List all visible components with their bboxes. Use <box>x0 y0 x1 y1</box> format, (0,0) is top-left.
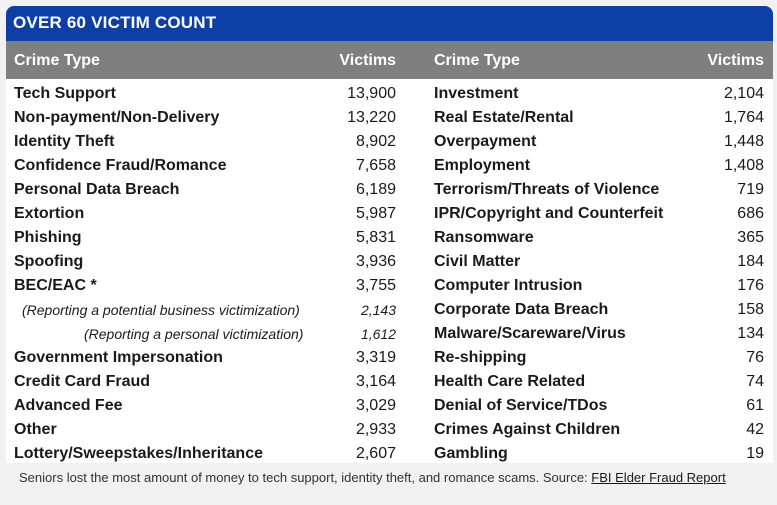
crime-type-left: BEC/EAC * <box>14 277 97 295</box>
header-victims-left: Victims <box>339 52 396 70</box>
crime-type-left: (Reporting a personal victimization) <box>84 326 303 342</box>
crime-type-right: Ransomware <box>434 229 534 247</box>
table-row: Phishing 5,831 Ransomware 365 <box>6 226 773 250</box>
crime-type-right: Health Care Related <box>434 373 585 391</box>
crime-type-right: Corporate Data Breach <box>434 301 608 319</box>
table-row: Tech Support 13,900 Investment 2,104 <box>6 82 773 106</box>
victims-right: 176 <box>737 277 764 295</box>
victims-left: 2,933 <box>356 421 396 439</box>
table-row: Credit Card Fraud 3,164 Health Care Relate… <box>6 370 773 394</box>
table-title: OVER 60 VICTIM COUNT <box>6 6 773 41</box>
crime-type-right: Investment <box>434 85 518 103</box>
crime-type-left: Extortion <box>14 205 84 223</box>
header-crime-type-left: Crime Type <box>14 52 100 70</box>
table-row: Other 2,933 Crimes Against Children 42 <box>6 418 773 442</box>
victims-left: 3,029 <box>356 397 396 415</box>
victims-right: 2,104 <box>724 85 764 103</box>
victims-right: 365 <box>737 229 764 247</box>
victims-left: 2,143 <box>361 302 396 318</box>
table-row: BEC/EAC * 3,755 Computer Intrusion 176 <box>6 274 773 298</box>
caption-text: Seniors lost the most amount of money to… <box>19 470 591 485</box>
header-victims-right: Victims <box>707 52 764 70</box>
victims-right: 1,764 <box>724 109 764 127</box>
victims-right: 719 <box>737 181 764 199</box>
crime-type-left: Lottery/Sweepstakes/Inheritance <box>14 445 263 463</box>
victim-count-table-card: OVER 60 VICTIM COUNT Crime Type Victims … <box>6 6 773 463</box>
victims-left: 13,220 <box>347 109 396 127</box>
table-row: Spoofing 3,936 Civil Matter 184 <box>6 250 773 274</box>
crime-type-left: Personal Data Breach <box>14 181 179 199</box>
victims-left: 1,612 <box>361 326 396 342</box>
crime-type-right: Computer Intrusion <box>434 277 582 295</box>
crime-type-right: Employment <box>434 157 530 175</box>
victims-left: 3,164 <box>356 373 396 391</box>
table-row: Extortion 5,987 IPR/Copyright and Counterf… <box>6 202 773 226</box>
crime-type-right: Crimes Against Children <box>434 421 620 439</box>
crime-type-left: Government Impersonation <box>14 349 223 367</box>
victims-right: 1,448 <box>724 133 764 151</box>
crime-type-left: Advanced Fee <box>14 397 122 415</box>
victims-right: 184 <box>737 253 764 271</box>
source-link[interactable]: FBI Elder Fraud Report <box>591 470 725 485</box>
crime-type-left: Credit Card Fraud <box>14 373 150 391</box>
victims-left: 5,831 <box>356 229 396 247</box>
crime-type-left: Tech Support <box>14 85 116 103</box>
victims-right: 76 <box>746 349 764 367</box>
crime-type-right: Malware/Scareware/Virus <box>434 325 626 343</box>
table-row: Government Impersonation 3,319 Re-shipping… <box>6 346 773 370</box>
victims-right: 686 <box>737 205 764 223</box>
table-row: Non-payment/Non-Delivery 13,220 Real Estat… <box>6 106 773 130</box>
crime-type-right: IPR/Copyright and Counterfeit <box>434 205 663 223</box>
table-header-row: Crime Type Victims Crime Type Victims <box>6 41 773 79</box>
victims-left: 13,900 <box>347 85 396 103</box>
victims-left: 5,987 <box>356 205 396 223</box>
crime-type-right: Re-shipping <box>434 349 526 367</box>
crime-type-right: Overpayment <box>434 133 536 151</box>
victims-right: 158 <box>737 301 764 319</box>
crime-type-left: (Reporting a potential business victimiz… <box>22 302 300 318</box>
crime-type-right: Real Estate/Rental <box>434 109 574 127</box>
victims-left: 7,658 <box>356 157 396 175</box>
victims-left: 3,755 <box>356 277 396 295</box>
crime-type-left: Phishing <box>14 229 82 247</box>
crime-type-left: Confidence Fraud/Romance <box>14 157 226 175</box>
header-crime-type-right: Crime Type <box>434 52 520 70</box>
victims-right: 74 <box>746 373 764 391</box>
crime-type-left: Identity Theft <box>14 133 114 151</box>
victims-left: 3,319 <box>356 349 396 367</box>
victims-left: 3,936 <box>356 253 396 271</box>
victims-left: 2,607 <box>356 445 396 463</box>
victims-right: 61 <box>746 397 764 415</box>
table-row: Personal Data Breach 6,189 Terrorism/Threa… <box>6 178 773 202</box>
caption: Seniors lost the most amount of money to… <box>19 470 726 485</box>
table-row: (Reporting a potential business victimiz… <box>6 298 773 322</box>
victims-left: 8,902 <box>356 133 396 151</box>
victims-left: 6,189 <box>356 181 396 199</box>
table-row: Identity Theft 8,902 Overpayment 1,448 <box>6 130 773 154</box>
table-row: Advanced Fee 3,029 Denial of Service/TDos 6… <box>6 394 773 418</box>
victims-right: 1,408 <box>724 157 764 175</box>
crime-type-right: Terrorism/Threats of Violence <box>434 181 659 199</box>
table-body: Tech Support 13,900 Investment 2,104 Non-pay… <box>6 82 773 463</box>
crime-type-left: Non-payment/Non-Delivery <box>14 109 219 127</box>
table-row: Confidence Fraud/Romance 7,658 Employment 1… <box>6 154 773 178</box>
crime-type-right: Civil Matter <box>434 253 520 271</box>
victims-right: 19 <box>746 445 764 463</box>
crime-type-right: Gambling <box>434 445 508 463</box>
crime-type-left: Other <box>14 421 57 439</box>
victims-right: 134 <box>737 325 764 343</box>
table-row: (Reporting a personal victimization) 1,61… <box>6 322 773 346</box>
table-row: Lottery/Sweepstakes/Inheritance 2,607 Gamb… <box>6 442 773 463</box>
victims-right: 42 <box>746 421 764 439</box>
crime-type-left: Spoofing <box>14 253 83 271</box>
crime-type-right: Denial of Service/TDos <box>434 397 607 415</box>
